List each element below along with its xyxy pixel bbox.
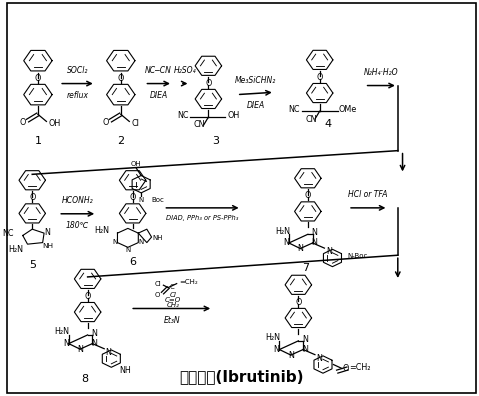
- Text: N₂H₄·H₂O: N₂H₄·H₂O: [364, 68, 399, 77]
- Text: O: O: [343, 364, 349, 373]
- Text: NC: NC: [177, 111, 189, 120]
- Text: O: O: [154, 293, 160, 299]
- Text: CH₂: CH₂: [166, 302, 179, 308]
- Text: =CH₂: =CH₂: [349, 363, 371, 372]
- Text: Et₃N: Et₃N: [163, 316, 180, 325]
- Text: N: N: [326, 247, 331, 256]
- Text: N: N: [283, 238, 289, 248]
- Text: N: N: [312, 238, 318, 248]
- Text: NH: NH: [119, 366, 131, 375]
- Text: N: N: [138, 239, 144, 245]
- Text: 4: 4: [324, 119, 331, 129]
- Text: 依鲁替尼(Ibrutinib): 依鲁替尼(Ibrutinib): [179, 369, 304, 385]
- Text: O: O: [102, 118, 108, 127]
- Text: OH: OH: [228, 111, 240, 120]
- Text: Cl: Cl: [170, 292, 176, 299]
- Text: N: N: [288, 350, 294, 360]
- Text: =CH₂: =CH₂: [180, 279, 198, 285]
- Text: DIEA: DIEA: [247, 101, 265, 110]
- Text: CN: CN: [306, 114, 317, 124]
- Text: Me₃SiCHN₂: Me₃SiCHN₂: [235, 76, 276, 85]
- Text: N: N: [112, 239, 117, 245]
- Text: NC: NC: [3, 228, 14, 238]
- Text: NC─CN: NC─CN: [145, 66, 172, 75]
- Text: H₂N: H₂N: [55, 327, 69, 336]
- Text: O: O: [205, 79, 212, 88]
- Text: N: N: [274, 345, 279, 354]
- Text: NH: NH: [152, 235, 163, 241]
- Text: 3: 3: [212, 136, 219, 146]
- Text: Cl: Cl: [131, 118, 139, 128]
- Text: OH: OH: [131, 161, 142, 167]
- Text: 8: 8: [82, 374, 89, 385]
- Text: N: N: [302, 345, 308, 354]
- Text: H₂N: H₂N: [94, 226, 109, 235]
- Text: 5: 5: [29, 260, 36, 270]
- Text: NH: NH: [43, 243, 54, 249]
- Text: O: O: [317, 73, 323, 82]
- Text: 6: 6: [129, 257, 136, 267]
- Text: DIAD, PPh₃ or PS-PPh₃: DIAD, PPh₃ or PS-PPh₃: [166, 215, 239, 221]
- Text: N: N: [63, 339, 68, 348]
- Text: CN: CN: [193, 120, 205, 129]
- Text: reflux: reflux: [67, 91, 89, 100]
- Text: O: O: [35, 74, 41, 82]
- Text: 1: 1: [34, 136, 41, 146]
- Text: HCONH₂: HCONH₂: [62, 196, 93, 205]
- Text: O: O: [84, 292, 91, 301]
- Text: O: O: [29, 193, 35, 202]
- Text: O: O: [129, 193, 136, 202]
- Text: N: N: [316, 354, 322, 363]
- Text: C=O: C=O: [165, 297, 181, 303]
- Text: O: O: [295, 298, 302, 307]
- Text: O: O: [305, 191, 311, 200]
- Text: N: N: [106, 348, 112, 357]
- Text: DIEA: DIEA: [149, 91, 168, 100]
- Text: 2: 2: [117, 136, 125, 146]
- Text: N: N: [138, 197, 144, 203]
- Text: N: N: [45, 228, 50, 237]
- Text: H₂N: H₂N: [265, 333, 280, 342]
- Text: OMe: OMe: [339, 105, 357, 114]
- Text: N-Boc: N-Boc: [348, 253, 368, 259]
- Text: OH: OH: [48, 118, 60, 128]
- Text: H₂N: H₂N: [275, 227, 290, 236]
- Text: SOCl₂: SOCl₂: [67, 66, 88, 75]
- Text: NC: NC: [288, 105, 300, 114]
- Text: H₂SO₄: H₂SO₄: [174, 66, 196, 75]
- Text: N: N: [312, 228, 318, 237]
- Text: H₂N: H₂N: [8, 245, 23, 254]
- Text: N: N: [125, 247, 130, 253]
- Text: Cl: Cl: [154, 281, 161, 287]
- Text: N: N: [302, 335, 308, 344]
- Text: N: N: [91, 329, 97, 338]
- Text: C: C: [170, 284, 175, 290]
- Text: N: N: [91, 339, 97, 348]
- Text: HCl or TFA: HCl or TFA: [348, 190, 388, 199]
- Text: 7: 7: [302, 263, 309, 273]
- Text: N: N: [297, 244, 303, 253]
- Text: O: O: [118, 74, 124, 82]
- Text: N: N: [77, 345, 83, 354]
- Text: O: O: [19, 118, 25, 127]
- Text: 180℃: 180℃: [66, 221, 89, 230]
- Text: Boc: Boc: [151, 197, 164, 203]
